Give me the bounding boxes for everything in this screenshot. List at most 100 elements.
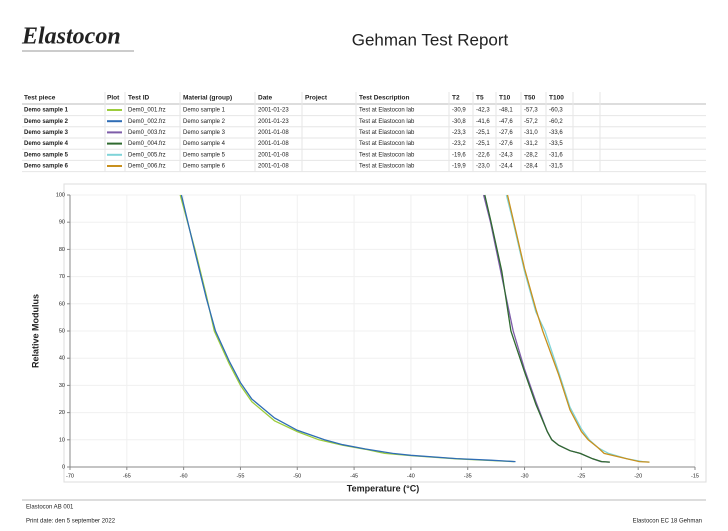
x-tick-label: -15 <box>691 473 699 479</box>
column-header: T50 <box>524 95 536 102</box>
table-cell: -24,3 <box>499 152 513 158</box>
table-cell: -23,3 <box>452 130 466 136</box>
table-cell: -25,1 <box>476 141 490 147</box>
x-tick-label: -70 <box>66 473 74 479</box>
table-cell: Test at Elastocon lab <box>359 152 415 158</box>
table-cell: Test at Elastocon lab <box>359 108 415 114</box>
table-cell: -30,8 <box>452 119 466 125</box>
column-header: Plot <box>107 95 120 102</box>
y-tick-label: 40 <box>59 356 65 362</box>
x-tick-label: -25 <box>577 473 585 479</box>
table-cell: Test at Elastocon lab <box>359 119 415 125</box>
table-cell: -27,6 <box>499 141 513 147</box>
table-cell: -23,2 <box>452 141 466 147</box>
column-header: T5 <box>476 95 484 102</box>
footer-print-date: Print date: den 5 september 2022 <box>26 519 116 525</box>
table-cell: -42,3 <box>476 108 490 114</box>
column-header: T2 <box>452 95 460 102</box>
y-tick-label: 50 <box>59 328 65 334</box>
table-cell: -28,2 <box>524 152 538 158</box>
table-cell: Demo sample 2 <box>183 119 226 125</box>
y-tick-label: 90 <box>59 220 65 226</box>
table-cell: -31,0 <box>524 130 538 136</box>
table-cell: Dem0_003.frz <box>128 130 166 136</box>
table-cell: Test at Elastocon lab <box>359 164 415 170</box>
table-cell: -33,5 <box>549 141 563 147</box>
table-cell: Demo sample 4 <box>24 141 69 147</box>
y-tick-label: 80 <box>59 247 65 253</box>
table-cell: 2001-01-08 <box>258 164 289 170</box>
table-cell: Demo sample 1 <box>24 108 69 114</box>
column-header: Material (group) <box>183 95 232 102</box>
x-axis-label: Temperature (°C) <box>347 483 419 493</box>
x-tick-label: -20 <box>634 473 642 479</box>
table-cell: Demo sample 3 <box>24 130 69 136</box>
table-cell: -48,1 <box>499 108 513 114</box>
footer-product: Elastocon EC 18 Gehman <box>633 519 702 525</box>
x-tick-label: -40 <box>407 473 415 479</box>
x-tick-label: -60 <box>180 473 188 479</box>
table-cell: 2001-01-08 <box>258 141 289 147</box>
table-cell: -41,6 <box>476 119 490 125</box>
table-cell: Demo sample 2 <box>24 119 69 125</box>
table-cell: -57,2 <box>524 119 538 125</box>
table-cell: -19,9 <box>452 164 466 170</box>
table-cell: Demo sample 5 <box>24 152 69 158</box>
logo: Elastocon <box>21 24 121 50</box>
x-tick-label: -45 <box>350 473 358 479</box>
y-tick-label: 100 <box>56 192 65 198</box>
table-cell: 2001-01-23 <box>258 119 289 125</box>
table-cell: -33,6 <box>549 130 563 136</box>
table-cell: 2001-01-23 <box>258 108 289 114</box>
table-cell: 2001-01-08 <box>258 130 289 136</box>
table-cell: Demo sample 1 <box>183 108 226 114</box>
column-header: Date <box>258 95 272 102</box>
x-tick-label: -30 <box>521 473 529 479</box>
x-tick-label: -35 <box>464 473 472 479</box>
y-tick-label: 10 <box>59 437 65 443</box>
column-header: T10 <box>499 95 511 102</box>
y-tick-label: 30 <box>59 383 65 389</box>
footer-company: Elastocon AB 001 <box>26 505 74 511</box>
table-cell: Dem0_002.frz <box>128 119 166 125</box>
data-line <box>506 194 650 463</box>
table-cell: Test at Elastocon lab <box>359 130 415 136</box>
table-cell: Demo sample 6 <box>183 164 226 170</box>
table-cell: -25,1 <box>476 130 490 136</box>
table-cell: -60,2 <box>549 119 563 125</box>
data-line <box>484 194 610 463</box>
table-cell: -57,3 <box>524 108 538 114</box>
column-header: Test ID <box>128 95 149 102</box>
column-header: Test piece <box>24 95 56 102</box>
table-cell: Dem0_001.frz <box>128 108 166 114</box>
table-cell: Dem0_005.frz <box>128 152 166 158</box>
table-cell: -19,6 <box>452 152 466 158</box>
table-cell: -31,2 <box>524 141 538 147</box>
data-line <box>180 194 516 463</box>
y-axis-label: Relative Modulus <box>30 294 40 368</box>
x-tick-label: -50 <box>293 473 301 479</box>
report-title: Gehman Test Report <box>352 30 509 49</box>
table-cell: -60,3 <box>549 108 563 114</box>
column-header: Test Description <box>359 95 409 102</box>
column-header: Project <box>305 95 328 102</box>
x-tick-label: -65 <box>123 473 131 479</box>
y-tick-label: 20 <box>59 410 65 416</box>
table-cell: -27,6 <box>499 130 513 136</box>
table-cell: Dem0_006.frz <box>128 164 166 170</box>
table-cell: -23,0 <box>476 164 490 170</box>
table-cell: Dem0_004.frz <box>128 141 166 147</box>
column-header: T100 <box>549 95 564 102</box>
x-tick-label: -55 <box>236 473 244 479</box>
y-tick-label: 0 <box>62 464 65 470</box>
table-cell: -28,4 <box>524 164 538 170</box>
table-cell: -47,6 <box>499 119 513 125</box>
table-cell: -24,4 <box>499 164 513 170</box>
table-cell: Demo sample 5 <box>183 152 226 158</box>
y-tick-label: 70 <box>59 274 65 280</box>
table-cell: Demo sample 4 <box>183 141 226 147</box>
table-cell: -31,5 <box>549 164 563 170</box>
table-cell: -30,9 <box>452 108 466 114</box>
